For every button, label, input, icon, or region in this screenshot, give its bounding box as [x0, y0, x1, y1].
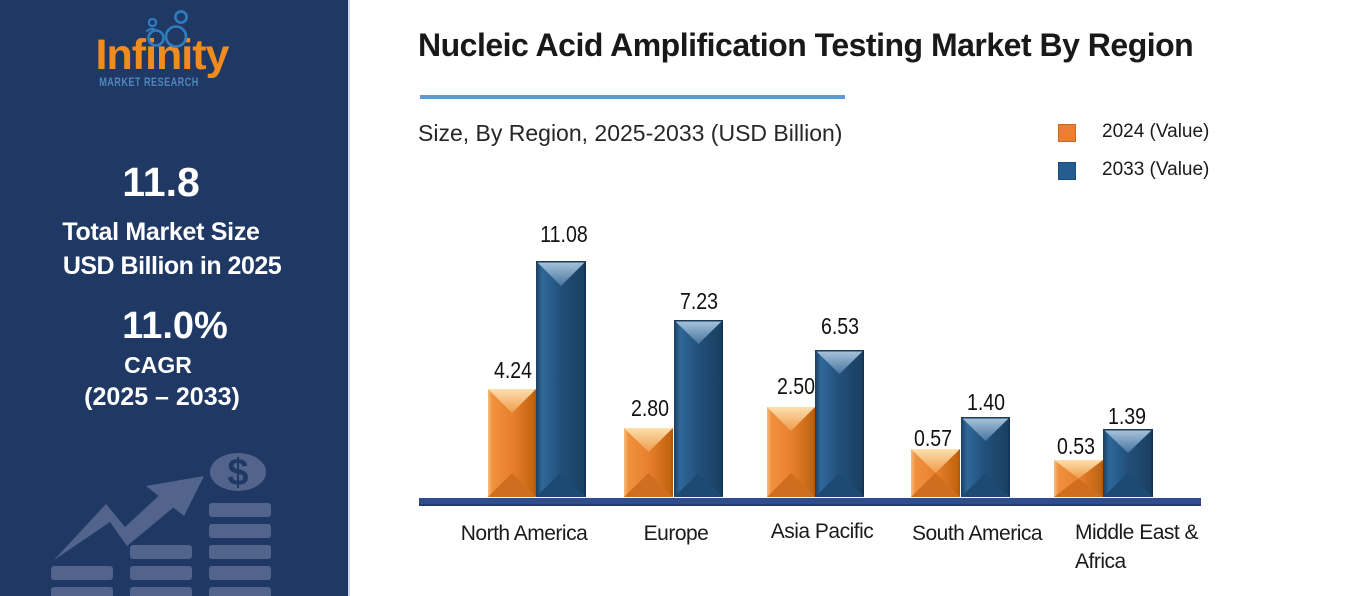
svg-text:$: $ [227, 452, 248, 494]
